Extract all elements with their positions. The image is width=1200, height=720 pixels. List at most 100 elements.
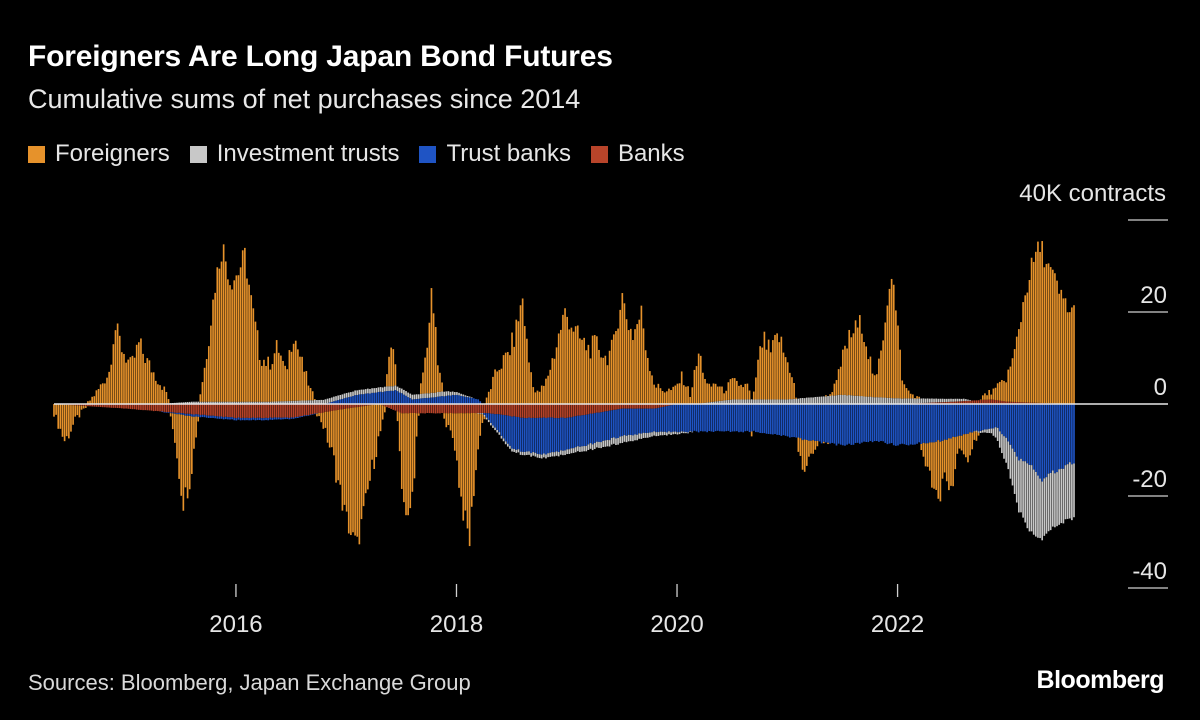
bar-foreigners (892, 284, 895, 399)
bar-foreigners (159, 385, 161, 404)
bar-trust-banks (396, 391, 399, 404)
bar-foreigners (55, 404, 57, 415)
bar-trust-banks (1073, 404, 1075, 464)
bar-trust-banks (566, 417, 568, 450)
bar-banks (625, 404, 628, 409)
bar-investment-trusts (842, 395, 844, 404)
bar-foreigners (884, 322, 887, 398)
bar-foreigners (852, 333, 855, 396)
bar-banks (549, 404, 552, 418)
bar-foreigners (789, 372, 791, 400)
bar-trust-banks (941, 404, 944, 441)
bar-foreigners (227, 279, 229, 402)
bar-foreigners (316, 413, 318, 417)
bar-investment-trusts (354, 390, 356, 396)
bar-banks (604, 404, 607, 412)
bar-trust-banks (280, 417, 282, 420)
bar-investment-trusts (352, 391, 354, 397)
bar-investment-trusts (852, 395, 855, 404)
bar-investment-trusts (880, 397, 882, 404)
bar-investment-trusts (252, 401, 255, 404)
bar-investment-trusts (239, 401, 242, 404)
bar-investment-trusts (496, 429, 499, 433)
bar-trust-banks (386, 391, 388, 404)
bar-trust-banks (1049, 404, 1052, 473)
x-tick-label: 2020 (650, 611, 703, 638)
bar-banks (383, 404, 386, 407)
bar-investment-trusts (424, 393, 426, 398)
bar-investment-trusts (1015, 456, 1018, 503)
bar-banks (91, 404, 93, 407)
bar-foreigners (367, 405, 369, 490)
bar-investment-trusts (309, 400, 312, 404)
bar-investment-trusts (254, 401, 257, 404)
bar-trust-banks (564, 418, 566, 451)
bar-foreigners (1018, 329, 1020, 403)
bar-banks (307, 404, 310, 416)
bar-investment-trusts (210, 401, 212, 404)
bar-trust-banks (218, 416, 221, 419)
bar-trust-banks (772, 404, 774, 435)
bar-foreigners (778, 342, 781, 400)
bar-trust-banks (333, 401, 335, 404)
bar-foreigners (744, 383, 747, 400)
bar-foreigners (112, 344, 115, 404)
bar-foreigners (536, 390, 539, 404)
bar-foreigners (205, 359, 208, 402)
bar-investment-trusts (205, 401, 208, 404)
bar-foreigners (148, 360, 151, 404)
bar-investment-trusts (829, 395, 831, 404)
bar-foreigners (333, 410, 335, 456)
bar-foreigners (479, 414, 482, 436)
bar-banks (536, 404, 539, 418)
bar-trust-banks (979, 404, 982, 432)
legend-item-trust-banks: Trust banks (419, 140, 571, 168)
bar-banks (430, 404, 433, 414)
bar-foreigners (935, 441, 937, 490)
bar-foreigners (1001, 380, 1003, 401)
bar-trust-banks (256, 417, 259, 421)
bar-banks (422, 404, 424, 414)
bar-investment-trusts (1066, 464, 1069, 519)
bar-trust-banks (343, 398, 346, 404)
bar-investment-trusts (865, 396, 868, 404)
bar-banks (394, 404, 397, 411)
bar-investment-trusts (570, 448, 573, 454)
bar-banks (462, 404, 465, 414)
bar-trust-banks (984, 404, 986, 430)
bar-trust-banks (191, 414, 193, 417)
bar-trust-banks (1007, 404, 1010, 442)
bar-foreigners (400, 413, 403, 489)
bar-trust-banks (918, 404, 921, 443)
bar-trust-banks (415, 398, 418, 404)
bar-foreigners (511, 332, 513, 404)
bar-trust-banks (210, 415, 212, 419)
bar-banks (481, 404, 484, 414)
bar-investment-trusts (988, 428, 990, 434)
bar-investment-trusts (195, 401, 197, 404)
bar-investment-trusts (663, 431, 666, 436)
bar-foreigners (239, 267, 242, 402)
bar-trust-banks (839, 404, 842, 445)
bar-trust-banks (167, 412, 170, 413)
bar-investment-trusts (288, 401, 291, 404)
bar-foreigners (769, 352, 772, 400)
bar-trust-banks (854, 404, 857, 443)
bar-banks (634, 404, 636, 409)
bar-investment-trusts (420, 393, 422, 399)
bar-foreigners (761, 347, 764, 400)
bar-banks (118, 404, 121, 409)
bar-foreigners (837, 369, 840, 395)
bar-banks (1001, 400, 1003, 404)
bar-foreigners (80, 405, 83, 410)
bar-investment-trusts (460, 393, 462, 396)
bar-banks (574, 404, 577, 417)
bar-foreigners (596, 336, 598, 404)
bar-banks (197, 404, 200, 415)
bar-foreigners (1037, 241, 1039, 403)
bar-trust-banks (608, 410, 611, 441)
bar-trust-banks (873, 404, 876, 442)
bar-foreigners (76, 405, 79, 416)
bar-trust-banks (288, 417, 291, 420)
bar-banks (195, 404, 197, 415)
